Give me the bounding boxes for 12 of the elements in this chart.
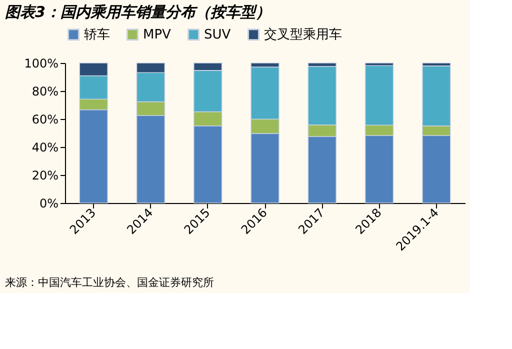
chart-title: 图表3：国内乘用车销量分布（按车型） — [5, 3, 270, 21]
source-note: 来源：中国汽车工业协会、国金证券研究所 — [5, 276, 214, 289]
y-tick-label: 40% — [32, 140, 58, 154]
legend-label: MPV — [143, 28, 172, 43]
y-tick-label: 20% — [32, 168, 58, 182]
y-tick-label: 100% — [24, 56, 58, 70]
y-tick-label: 60% — [32, 112, 58, 126]
legend-label: SUV — [204, 28, 231, 43]
y-tick-label: 0% — [39, 196, 58, 210]
y-tick-label: 80% — [32, 84, 58, 98]
legend-label: 交叉型乘用车 — [264, 26, 342, 43]
legend-label: 轿车 — [84, 28, 110, 43]
